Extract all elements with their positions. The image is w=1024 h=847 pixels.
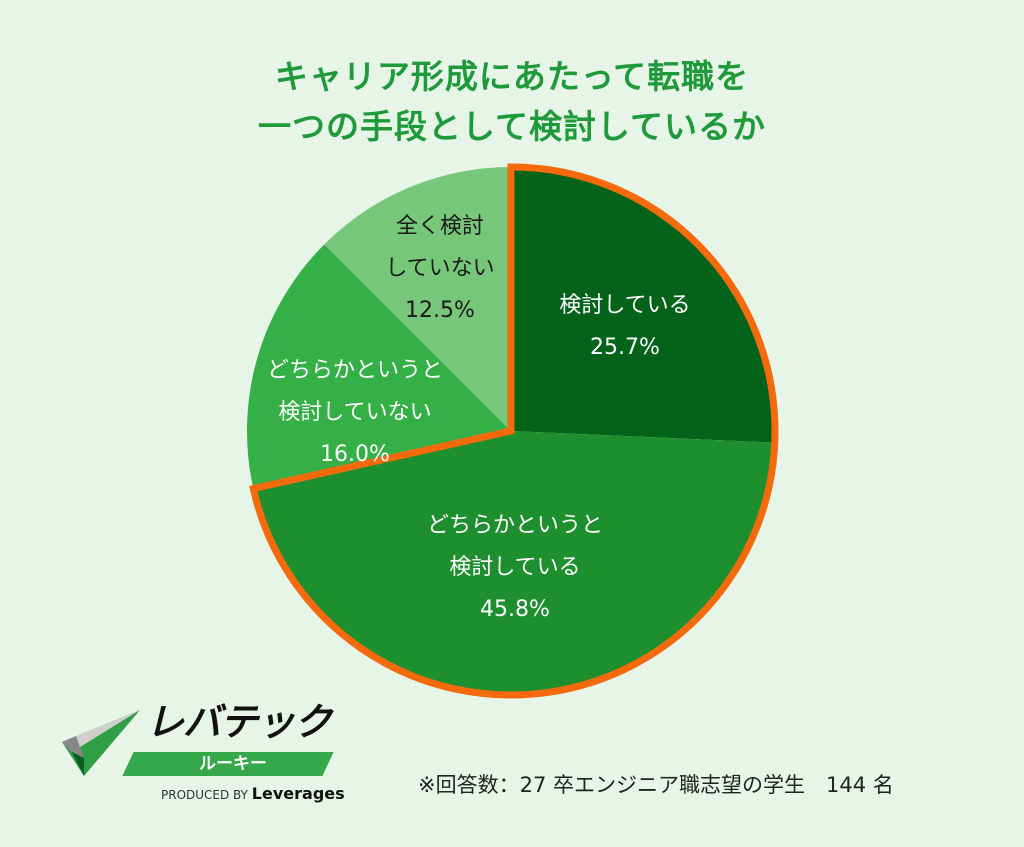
brand-text: Leverages (251, 784, 345, 803)
slice-label-3: どちらかというと 検討していない 16.0% (240, 350, 470, 476)
logo-name: レバテック (146, 700, 332, 744)
label-text: どちらかというと (266, 358, 443, 383)
value-label: 25.7% (590, 335, 660, 360)
logo-produced-by: PRODUCED BY Leverages (161, 784, 345, 805)
label-text: 検討していない (278, 400, 432, 425)
pie-slice-3 (247, 244, 512, 489)
value-label: 12.5% (405, 298, 475, 323)
slice-label-2: どちらかというと 検討している 45.8% (390, 505, 640, 631)
label-text: 検討している (559, 293, 691, 318)
title-line-1: キャリア形成にあたって転職を (274, 57, 750, 96)
logo: レバテック ルーキー PRODUCED BY Leverages (58, 700, 358, 810)
logo-sub: ルーキー (199, 754, 267, 774)
value-label: 16.0% (320, 442, 390, 467)
pie-slice-2 (253, 431, 775, 695)
footnote: ※回答数：27 卒エンジニア職志望の学生 144 名 (418, 773, 894, 797)
value-label: 45.8% (480, 597, 550, 622)
logo-mark-icon (62, 710, 140, 776)
produced-by-text: PRODUCED BY (161, 788, 248, 802)
label-text: 全く検討 (395, 214, 484, 239)
label-text: どちらかというと (426, 513, 603, 538)
title-line-2: 一つの手段として検討しているか (257, 107, 767, 146)
label-text: していない (385, 256, 495, 281)
label-text: 検討している (449, 555, 581, 580)
chart-title: キャリア形成にあたって転職を 一つの手段として検討しているか (0, 52, 1024, 152)
pie-slice-1 (511, 167, 776, 443)
pie-slice-4 (324, 167, 511, 431)
slice-label-4: 全く検討 していない 12.5% (370, 206, 510, 332)
highlight-outline (249, 163, 779, 699)
slice-label-1: 検討している 25.7% (520, 285, 730, 369)
